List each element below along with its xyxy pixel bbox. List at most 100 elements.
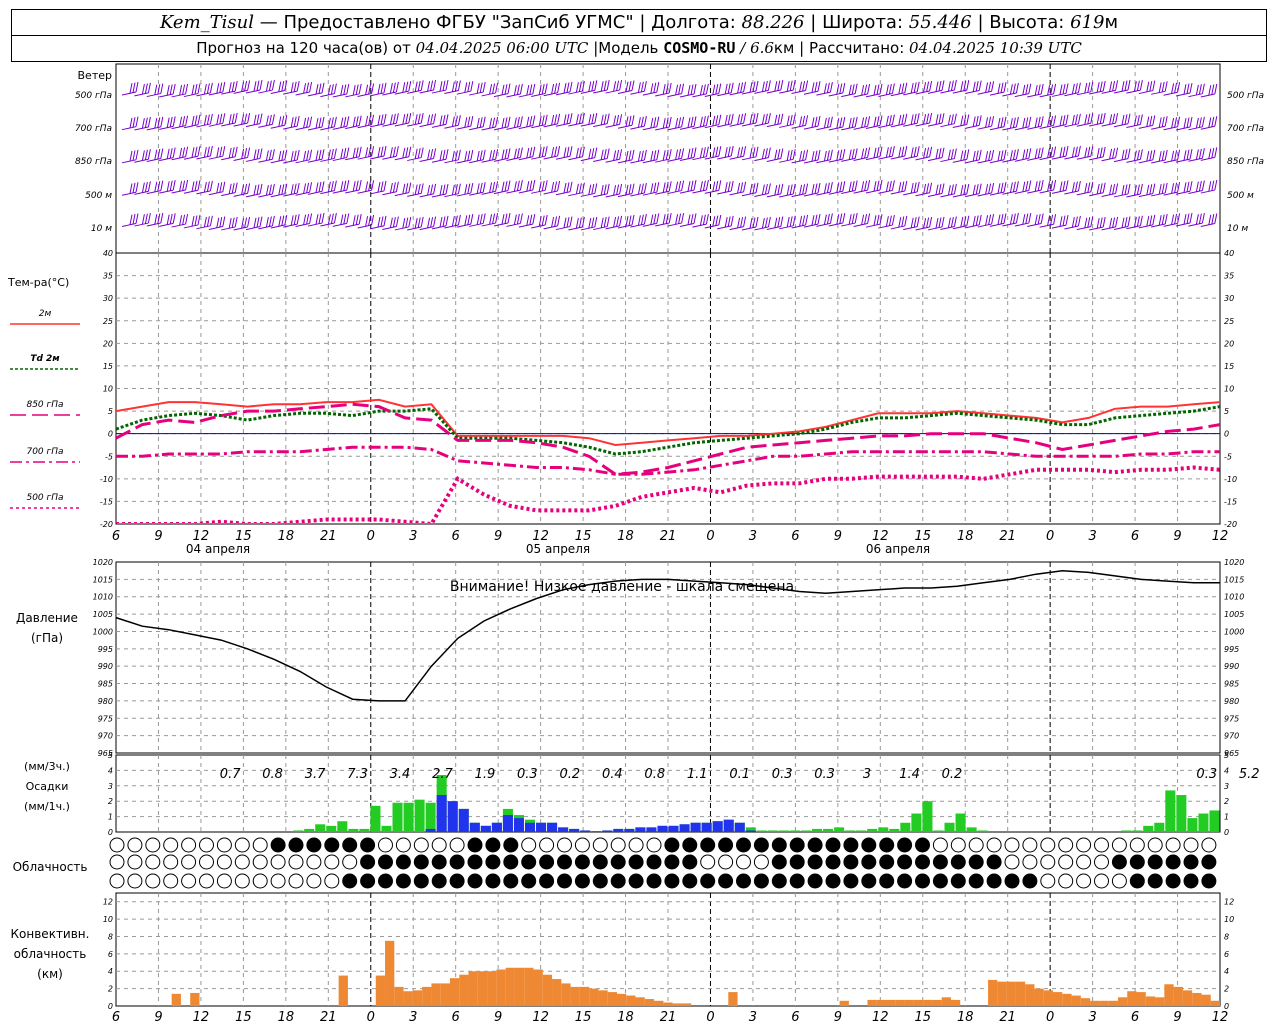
precip-bar <box>315 824 326 832</box>
wind-barb-staff <box>431 89 447 94</box>
wind-barb-feather <box>966 114 970 125</box>
wind-barb-feather <box>752 113 756 124</box>
wind-barb-staff <box>1002 126 1017 131</box>
cloud-cover-symbol <box>664 873 680 889</box>
wind-barb <box>828 212 846 227</box>
wind-barb-feather <box>681 116 685 127</box>
convective-x-tick: 12 <box>193 1010 210 1024</box>
wind-barb-feather <box>265 185 269 196</box>
wind-barb <box>518 214 536 228</box>
wind-barb <box>493 83 511 98</box>
precip-snow-bar <box>712 821 723 832</box>
wind-barb-feather <box>938 148 942 159</box>
wind-barb <box>692 146 709 161</box>
wind-barb-feather <box>1047 85 1051 96</box>
convective-bar <box>941 997 951 1006</box>
cloud-cover-symbol <box>1094 854 1109 870</box>
wind-barb <box>183 214 201 229</box>
wind-barb-feather <box>281 184 285 195</box>
precip-3h-label: 1.4 <box>899 767 920 782</box>
wind-barb-feather <box>1186 213 1190 224</box>
wind-barb-staff <box>1027 156 1042 161</box>
wind-barb <box>841 116 858 131</box>
wind-barb <box>593 183 610 198</box>
wind-barb <box>196 215 213 230</box>
wind-barb-staff <box>270 89 285 94</box>
wind-barb-staff <box>382 122 397 127</box>
cloud-cover-symbol <box>1201 837 1217 853</box>
wind-barb <box>1089 216 1106 231</box>
cloud-cover-symbol <box>413 837 429 853</box>
wind-barb-feather <box>551 216 555 228</box>
convective-bar <box>1182 990 1193 1006</box>
wind-barb-feather <box>1112 148 1116 159</box>
wind-barb <box>965 183 982 198</box>
convective-bar <box>876 999 887 1006</box>
wind-barb-feather <box>569 113 573 124</box>
wind-barb <box>171 115 189 130</box>
pressure-tick-right: 970 <box>1224 732 1239 741</box>
wind-barb-feather <box>327 84 331 95</box>
wind-barb-feather <box>1000 117 1004 128</box>
wind-barb-feather <box>743 81 747 92</box>
wind-barb <box>754 216 771 231</box>
wind-barb-feather <box>222 216 226 227</box>
wind-barb-feather <box>851 181 855 192</box>
wind-barb <box>221 112 238 127</box>
wind-barb <box>617 115 635 129</box>
wind-barb <box>332 116 350 130</box>
wind-barb-feather <box>923 183 927 195</box>
temperature-x-tick: 6 <box>1131 529 1139 544</box>
wind-barb-feather <box>278 216 282 227</box>
wind-barb-feather <box>259 216 263 227</box>
wind-barb-feather <box>278 116 282 127</box>
wind-barb-staff <box>1064 225 1079 230</box>
wind-barb <box>977 116 995 130</box>
wind-barb-feather <box>405 81 409 92</box>
wind-barb <box>1076 216 1094 231</box>
wind-barb <box>828 181 846 195</box>
wind-barb <box>407 183 424 197</box>
wind-barb <box>345 146 362 161</box>
wind-barb-feather <box>402 147 406 159</box>
wind-barb <box>1089 112 1106 127</box>
wind-barb-feather <box>854 180 858 191</box>
wind-barb-staff <box>965 193 980 198</box>
convective-bar <box>422 986 432 1006</box>
wind-barb-feather <box>1112 217 1116 228</box>
wind-barb-feather <box>1074 181 1078 192</box>
convective-bar <box>867 999 877 1006</box>
pressure-tick-left: 985 <box>98 680 113 689</box>
wind-barb-feather <box>1071 182 1075 193</box>
wind-barb-feather <box>767 147 771 158</box>
wind-barb-feather <box>730 82 734 93</box>
wind-barb-staff <box>233 122 248 127</box>
wind-barb-staff <box>1113 89 1129 94</box>
wind-barb-feather <box>309 182 313 193</box>
wind-barb-feather <box>256 217 260 228</box>
wind-barb-feather <box>705 83 709 95</box>
wind-barb-feather <box>219 113 223 125</box>
wind-barb-staff <box>903 122 918 127</box>
wind-barb-staff <box>965 159 980 164</box>
precip-bar <box>856 830 867 832</box>
cloud-cover-symbol <box>216 854 232 870</box>
cloud-cover-symbol <box>1040 854 1056 870</box>
convective-bar <box>1043 990 1054 1006</box>
wind-barb <box>183 180 201 194</box>
wind-barb-feather <box>185 83 189 95</box>
wind-barb-feather <box>988 116 992 127</box>
cloud-cover-symbol <box>1058 837 1074 853</box>
convective-x-tick: 3 <box>1088 1010 1096 1024</box>
wind-barb-feather <box>938 113 942 124</box>
wind-barb-feather <box>551 114 555 126</box>
cloud-cover-symbol <box>968 873 984 889</box>
convective-bar <box>1034 988 1044 1006</box>
pressure-tick-right: 1005 <box>1224 610 1244 619</box>
wind-barb <box>989 213 1007 227</box>
wind-barb-staff <box>295 126 310 131</box>
wind-barb-feather <box>1186 83 1190 94</box>
wind-barb-feather <box>724 147 728 158</box>
wind-barb-staff <box>320 157 335 162</box>
wind-barb-feather <box>805 115 809 126</box>
